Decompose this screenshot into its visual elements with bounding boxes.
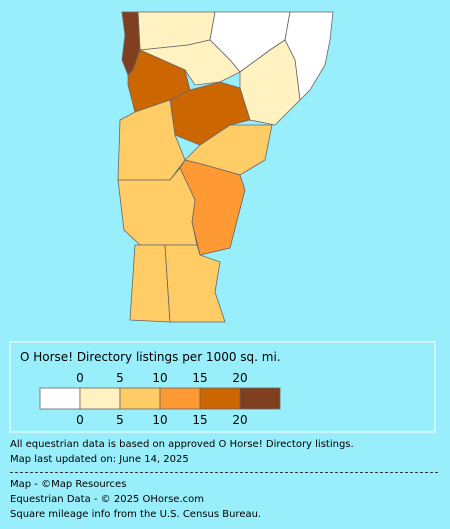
legend: 0 5 10 15 20 0 5 10 15 20 xyxy=(39,371,281,427)
note: Map last updated on: June 14, 2025 xyxy=(10,454,189,465)
legend-label: 0 xyxy=(76,371,84,385)
legend-label: 5 xyxy=(116,413,124,427)
legend-label: 20 xyxy=(232,413,247,427)
vermont-map xyxy=(117,11,334,323)
county xyxy=(129,244,171,323)
legend-swatch xyxy=(79,387,121,410)
divider xyxy=(10,472,438,473)
note: All equestrian data is based on approved… xyxy=(10,439,354,450)
legend-label: 15 xyxy=(192,413,207,427)
legend-label: 15 xyxy=(192,371,207,385)
map-canvas: O Horse! Directory listings per 1000 sq.… xyxy=(9,11,436,433)
county xyxy=(164,244,226,323)
legend-label: 10 xyxy=(152,371,167,385)
legend-swatch xyxy=(119,387,161,410)
legend-swatch xyxy=(239,387,281,410)
credit: Map - ©Map Resources xyxy=(10,479,127,490)
legend-title: O Horse! Directory listings per 1000 sq.… xyxy=(20,350,281,364)
county xyxy=(121,11,141,76)
legend-swatch xyxy=(39,387,81,410)
credit: Square mileage info from the U.S. Census… xyxy=(10,509,262,520)
legend-swatch xyxy=(199,387,241,410)
credit: Equestrian Data - © 2025 OHorse.com xyxy=(10,494,204,505)
legend-label: 0 xyxy=(76,413,84,427)
county xyxy=(117,167,198,246)
legend-label: 20 xyxy=(232,371,247,385)
legend-swatch xyxy=(159,387,201,410)
legend-box xyxy=(9,341,436,433)
legend-label: 10 xyxy=(152,413,167,427)
legend-label: 5 xyxy=(116,371,124,385)
